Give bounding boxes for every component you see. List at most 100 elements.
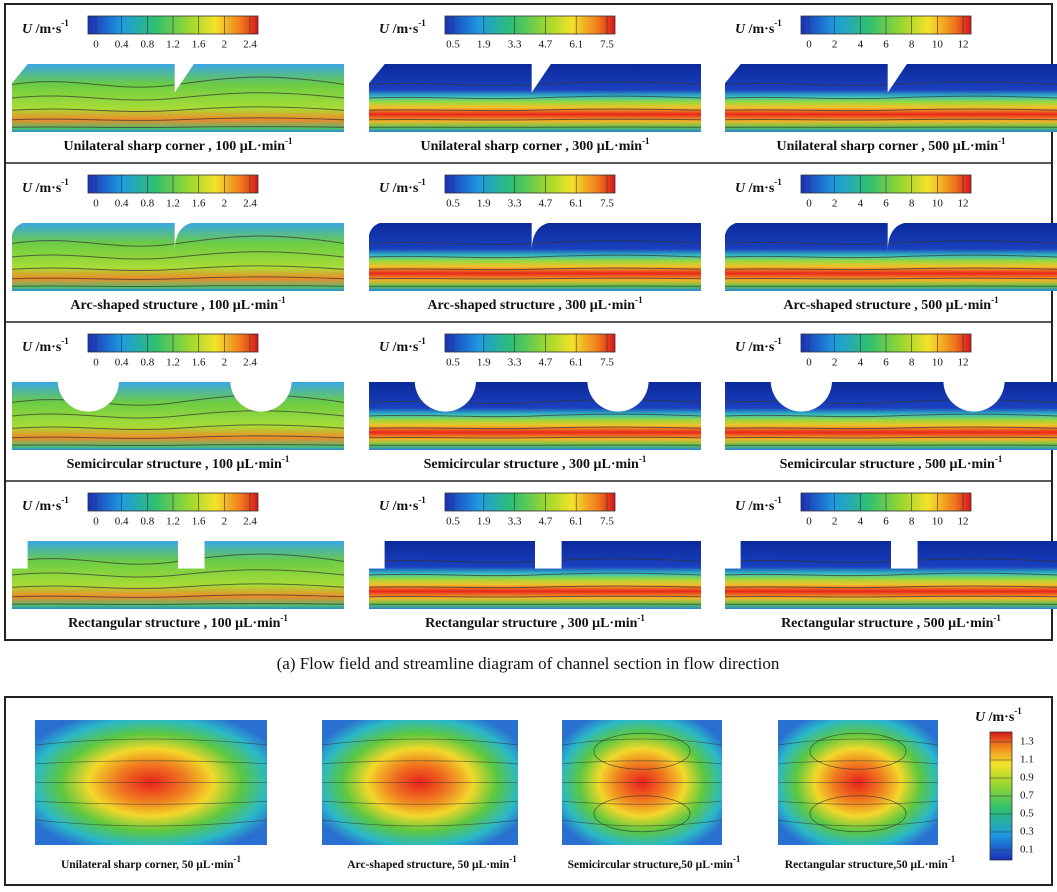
channel-wall bbox=[891, 540, 918, 569]
colorbar-tick-label: 0 bbox=[806, 516, 812, 528]
unit-text: /m·s bbox=[389, 499, 419, 514]
unit-label: U /m·s-1 bbox=[735, 18, 782, 37]
channel-wall bbox=[724, 540, 741, 569]
colorbar-tick-label: 2 bbox=[222, 39, 228, 51]
caption-exponent: -1 bbox=[995, 454, 1003, 464]
unit-exponent: -1 bbox=[418, 177, 426, 187]
caption-text: Semicircular structure , 500 μL·min bbox=[780, 457, 995, 472]
unit-exponent: -1 bbox=[774, 177, 782, 187]
colorbar-tick-label: 1.9 bbox=[477, 39, 491, 51]
caption-exponent: -1 bbox=[991, 295, 999, 305]
colorbar-tick-label: 4.7 bbox=[539, 39, 553, 51]
colorbar-tick-label: 0 bbox=[806, 198, 812, 210]
panel-caption: Semicircular structure,50 μL·min-1 bbox=[568, 854, 741, 871]
unit-text: /m·s bbox=[745, 22, 775, 37]
colorbar-tick-label: 4.7 bbox=[539, 516, 553, 528]
colorbar-tick-label: 7.5 bbox=[600, 357, 614, 369]
panel-caption: Arc-shaped structure, 50 μL·min-1 bbox=[347, 854, 517, 871]
colorbar-tick-label: 6.1 bbox=[569, 39, 583, 51]
colorbar-tick-label: 2 bbox=[832, 39, 838, 51]
unit-label: U /m·s-1 bbox=[379, 336, 426, 355]
colorbar-tick-label: 6.1 bbox=[569, 198, 583, 210]
colorbar-tick-label: 2.4 bbox=[243, 357, 257, 369]
caption-text: Semicircular structure , 300 μL·min bbox=[424, 457, 639, 472]
colorbar-tick-label: 3.3 bbox=[508, 357, 522, 369]
colorbar-tick-label: 0.1 bbox=[1020, 844, 1034, 856]
panel-caption: Unilateral sharp corner , 500 μL·min-1 bbox=[776, 136, 1006, 154]
colorbar-tick-label: 2 bbox=[222, 516, 228, 528]
colorbar-tick-label: 0.5 bbox=[446, 39, 460, 51]
colorbar-tick-label: 12 bbox=[958, 357, 969, 369]
colorbar-tick-label: 0.4 bbox=[115, 357, 129, 369]
unit-exponent: -1 bbox=[774, 495, 782, 505]
colorbar-tick-label: 1.2 bbox=[166, 516, 180, 528]
colorbar-tick-label: 1.6 bbox=[192, 198, 206, 210]
unit-exponent: -1 bbox=[61, 495, 69, 505]
panel-caption: Arc-shaped structure , 300 μL·min-1 bbox=[427, 295, 643, 313]
panel-caption: Semicircular structure , 100 μL·min-1 bbox=[67, 454, 290, 472]
colorbar-tick-label: 0.8 bbox=[140, 516, 154, 528]
unit-exponent: -1 bbox=[61, 18, 69, 28]
unit-text: /m·s bbox=[32, 22, 62, 37]
caption-exponent: -1 bbox=[234, 854, 242, 864]
colorbar-tick-label: 10 bbox=[932, 39, 944, 51]
caption-text: Arc-shaped structure , 100 μL·min bbox=[70, 298, 278, 313]
colorbar-tick-label: 8 bbox=[909, 357, 915, 369]
colorbar-tick-label: 3.3 bbox=[508, 516, 522, 528]
caption-text: Semicircular structure,50 μL·min bbox=[568, 859, 734, 871]
unit-label: U /m·s-1 bbox=[22, 336, 69, 355]
unit-label: U /m·s-1 bbox=[22, 495, 69, 514]
colorbar-tick-label: 6 bbox=[883, 357, 889, 369]
colorbar-tick-label: 0.7 bbox=[1020, 790, 1034, 802]
unit-label: U /m·s-1 bbox=[379, 177, 426, 196]
colorbar-tick-label: 0.8 bbox=[140, 39, 154, 51]
caption-exponent: -1 bbox=[635, 295, 643, 305]
caption-exponent: -1 bbox=[993, 613, 1001, 623]
colorbar-tick-label: 2.4 bbox=[243, 39, 257, 51]
colorbar-tick-label: 1.2 bbox=[166, 357, 180, 369]
colorbar bbox=[445, 334, 615, 352]
colorbar-tick-label: 0 bbox=[93, 198, 99, 210]
colorbar-tick-label: 4 bbox=[858, 198, 864, 210]
caption-exponent: -1 bbox=[285, 136, 293, 146]
colorbar-tick-label: 1.9 bbox=[477, 198, 491, 210]
colorbar-tick-label: 1.6 bbox=[192, 39, 206, 51]
caption-exponent: -1 bbox=[282, 454, 290, 464]
caption-exponent: -1 bbox=[280, 613, 288, 623]
colorbar-tick-label: 1.9 bbox=[477, 516, 491, 528]
caption-exponent: -1 bbox=[637, 613, 645, 623]
colorbar-tick-label: 1.3 bbox=[1020, 736, 1034, 748]
colorbar-tick-label: 0 bbox=[93, 516, 99, 528]
colorbar-tick-label: 12 bbox=[958, 39, 969, 51]
unit-text: /m·s bbox=[985, 710, 1015, 725]
panel-caption: Rectangular structure , 100 μL·min-1 bbox=[68, 613, 288, 631]
unit-text: /m·s bbox=[745, 181, 775, 196]
panel-caption: Rectangular structure , 300 μL·min-1 bbox=[425, 613, 645, 631]
colorbar-tick-label: 0.8 bbox=[140, 198, 154, 210]
unit-text: /m·s bbox=[389, 340, 419, 355]
colorbar-tick-label: 1.1 bbox=[1020, 754, 1034, 766]
unit-text: /m·s bbox=[745, 340, 775, 355]
colorbar-tick-label: 1.2 bbox=[166, 198, 180, 210]
channel-wall bbox=[11, 540, 28, 569]
unit-text: /m·s bbox=[389, 22, 419, 37]
colorbar-tick-label: 1.6 bbox=[192, 357, 206, 369]
caption-exponent: -1 bbox=[509, 854, 517, 864]
colorbar-tick-label: 0.5 bbox=[446, 516, 460, 528]
colorbar-tick-label: 2.4 bbox=[243, 198, 257, 210]
unit-text: /m·s bbox=[389, 181, 419, 196]
caption-text: Arc-shaped structure , 500 μL·min bbox=[783, 298, 991, 313]
unit-exponent: -1 bbox=[774, 336, 782, 346]
unit-label: U /m·s-1 bbox=[975, 706, 1022, 725]
colorbar-tick-label: 3.3 bbox=[508, 198, 522, 210]
colorbar-tick-label: 6.1 bbox=[569, 357, 583, 369]
unit-exponent: -1 bbox=[774, 18, 782, 28]
colorbar-tick-label: 0.4 bbox=[115, 198, 129, 210]
colorbar-tick-label: 12 bbox=[958, 198, 969, 210]
unit-text: /m·s bbox=[32, 340, 62, 355]
panel-caption: Semicircular structure , 500 μL·min-1 bbox=[780, 454, 1003, 472]
caption-exponent: -1 bbox=[998, 136, 1006, 146]
colorbar-tick-label: 0 bbox=[806, 39, 812, 51]
colorbar-tick-label: 2 bbox=[832, 198, 838, 210]
colorbar-tick-label: 4.7 bbox=[539, 198, 553, 210]
